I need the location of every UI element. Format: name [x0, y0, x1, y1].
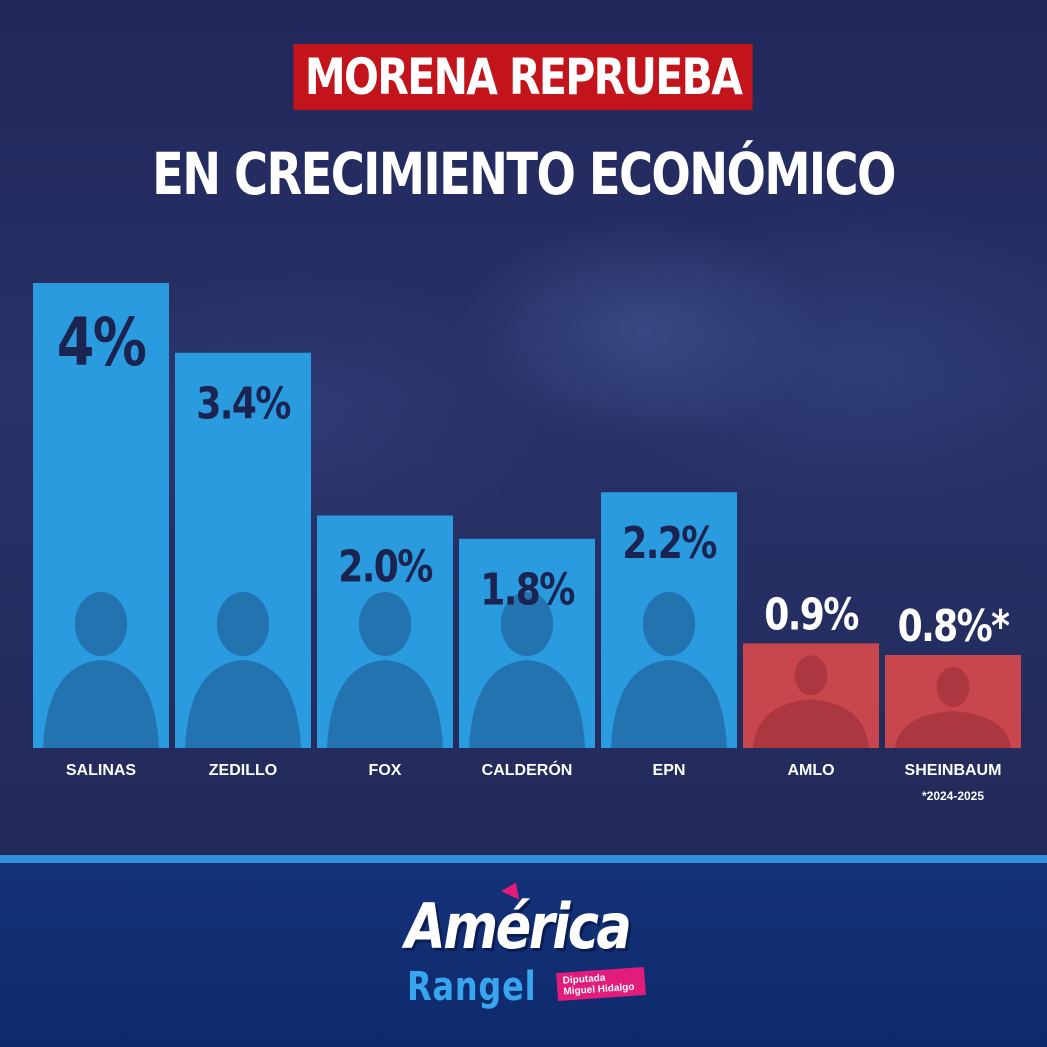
category-label: SHEINBAUM: [905, 762, 1002, 779]
logo-america-rangel: América Rangel Diputada Miguel Hidalgo: [405, 878, 646, 1030]
footnote-label: *2024-2025: [922, 789, 984, 803]
category-label: ZEDILLO: [209, 762, 277, 779]
logo-tag: Diputada Miguel Hidalgo: [556, 966, 646, 1002]
portrait-body-icon: [895, 711, 1011, 748]
portrait-body-icon: [327, 660, 443, 748]
bar-value-label: 2.2%: [622, 519, 717, 569]
category-label: CALDERÓN: [482, 760, 573, 779]
bar-group-5: 0.9% AMLO: [743, 590, 879, 779]
bar-group-1: 3.4% ZEDILLO: [175, 352, 311, 779]
bar-epn: [601, 492, 737, 748]
bar-value-label: 2.0%: [338, 542, 433, 592]
portrait-body-icon: [611, 660, 727, 748]
bar-chart: 4% SALINAS 3.4% ZEDILLO 2.0% FOX 1.8% CALDERÓN 2…: [33, 283, 1021, 803]
logo-line-2: Rangel: [407, 964, 537, 1010]
portrait-head-icon: [500, 592, 554, 656]
portrait-head-icon: [794, 655, 828, 696]
portrait-body-icon: [185, 660, 301, 748]
bar-salinas: [33, 283, 169, 748]
title-line-2: EN CRECIMIENTO ECONÓMICO: [152, 140, 896, 208]
bar-group-3: 1.8% CALDERÓN: [459, 538, 595, 779]
portrait-head-icon: [358, 592, 412, 656]
portrait-head-icon: [74, 592, 128, 656]
bar-zedillo: [175, 352, 311, 748]
bar-group-0: 4% SALINAS: [33, 283, 169, 779]
bar-value-label: 0.8%*: [898, 602, 1010, 652]
bar-calderón: [459, 538, 595, 748]
bar-sheinbaum: [885, 655, 1021, 748]
category-label: EPN: [653, 762, 686, 779]
category-label: FOX: [369, 762, 402, 779]
portrait-body-icon: [469, 660, 585, 748]
footer: [0, 863, 1047, 1047]
title-wrap: MORENA REPRUEBA: [0, 44, 1047, 110]
portrait-head-icon: [642, 592, 696, 656]
bar-value-label: 3.4%: [196, 379, 291, 429]
bar-group-4: 2.2% EPN: [601, 492, 737, 779]
category-label: SALINAS: [66, 762, 137, 779]
divider-line: [0, 855, 1047, 863]
category-label: AMLO: [787, 762, 834, 779]
portrait-head-icon: [216, 592, 270, 656]
bar-value-label: 0.9%: [764, 590, 859, 640]
bar-group-6: 0.8%* SHEINBAUM *2024-2025: [885, 602, 1021, 803]
bar-group-2: 2.0% FOX: [317, 515, 453, 779]
bar-fox: [317, 515, 453, 748]
bar-value-label: 4%: [57, 305, 146, 382]
bar-value-label: 1.8%: [480, 565, 575, 615]
portrait-head-icon: [936, 667, 970, 707]
portrait-body-icon: [753, 699, 869, 748]
bar-amlo: [743, 643, 879, 748]
title-line-1: MORENA REPRUEBA: [293, 44, 754, 110]
logo-line-1: América: [405, 890, 632, 963]
portrait-body-icon: [43, 660, 159, 748]
